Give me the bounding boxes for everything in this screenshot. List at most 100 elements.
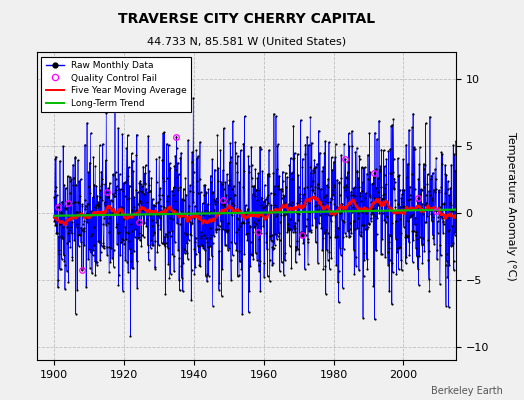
Point [367, 209, 376, 216]
Point [315, 199, 324, 206]
Point [375, 118, 383, 124]
Point [401, 232, 410, 238]
Point [111, 192, 119, 199]
Point [141, 210, 150, 217]
Point [410, 186, 419, 192]
Point [54, 234, 63, 240]
Point [361, 256, 369, 263]
Point [413, 265, 422, 272]
Point [313, 201, 322, 208]
Point [174, 171, 183, 177]
Point [138, 183, 146, 190]
Point [68, 219, 76, 226]
Point [285, 201, 293, 207]
Point [366, 169, 375, 176]
Point [152, 156, 160, 162]
Point [126, 250, 135, 256]
Point [390, 186, 398, 193]
Point [355, 156, 364, 162]
Point [88, 210, 96, 216]
Point [414, 194, 422, 201]
Point [125, 195, 134, 201]
Point [156, 196, 164, 202]
Point [250, 193, 259, 199]
Point [428, 218, 436, 224]
Point [137, 242, 146, 249]
Point [259, 223, 267, 230]
Point [106, 258, 115, 265]
Point [157, 207, 166, 214]
Point [74, 232, 82, 238]
Point [304, 236, 312, 242]
Point [134, 235, 143, 241]
Point [259, 204, 267, 210]
Point [283, 226, 292, 233]
Point [112, 169, 120, 176]
Point [444, 304, 453, 310]
Point [290, 150, 299, 156]
Point [417, 186, 425, 192]
Point [244, 153, 253, 160]
Point [144, 133, 152, 139]
Point [267, 202, 276, 209]
Point [89, 246, 97, 253]
Point [154, 199, 162, 205]
Point [112, 224, 121, 230]
Point [398, 186, 407, 193]
Point [354, 214, 362, 221]
Point [242, 215, 250, 222]
Point [414, 193, 423, 199]
Point [296, 198, 304, 204]
Point [433, 218, 442, 224]
Point [225, 244, 233, 251]
Point [358, 222, 367, 228]
Point [406, 192, 414, 198]
Point [108, 254, 116, 261]
Point [427, 204, 435, 210]
Point [99, 240, 107, 246]
Point [144, 242, 152, 248]
Point [277, 186, 285, 192]
Point [265, 172, 273, 179]
Point [451, 232, 459, 238]
Point [105, 244, 113, 250]
Point [323, 199, 331, 206]
Point [99, 181, 107, 188]
Point [53, 230, 61, 236]
Point [83, 120, 91, 126]
Point [247, 251, 255, 258]
Point [213, 199, 221, 206]
Point [110, 192, 118, 199]
Point [84, 169, 93, 176]
Point [58, 235, 67, 241]
Point [214, 222, 222, 229]
Point [235, 207, 244, 213]
Point [148, 196, 157, 202]
Point [319, 266, 328, 272]
Point [51, 221, 60, 228]
Point [345, 201, 354, 207]
Point [253, 256, 261, 263]
Point [246, 262, 255, 269]
Point [267, 190, 275, 196]
Point [282, 210, 290, 217]
Point [103, 252, 111, 258]
Point [184, 137, 192, 143]
Point [100, 245, 108, 252]
Point [219, 226, 227, 232]
Point [111, 190, 119, 197]
Point [182, 192, 190, 198]
Point [270, 202, 279, 209]
Point [54, 284, 62, 291]
Point [147, 208, 155, 215]
Point [450, 214, 458, 221]
Point [127, 258, 136, 264]
Point [286, 155, 294, 161]
Point [386, 170, 395, 176]
Point [126, 333, 135, 339]
Point [248, 252, 257, 258]
Point [90, 241, 98, 248]
Point [133, 217, 141, 223]
Point [442, 302, 450, 309]
Point [275, 186, 283, 192]
